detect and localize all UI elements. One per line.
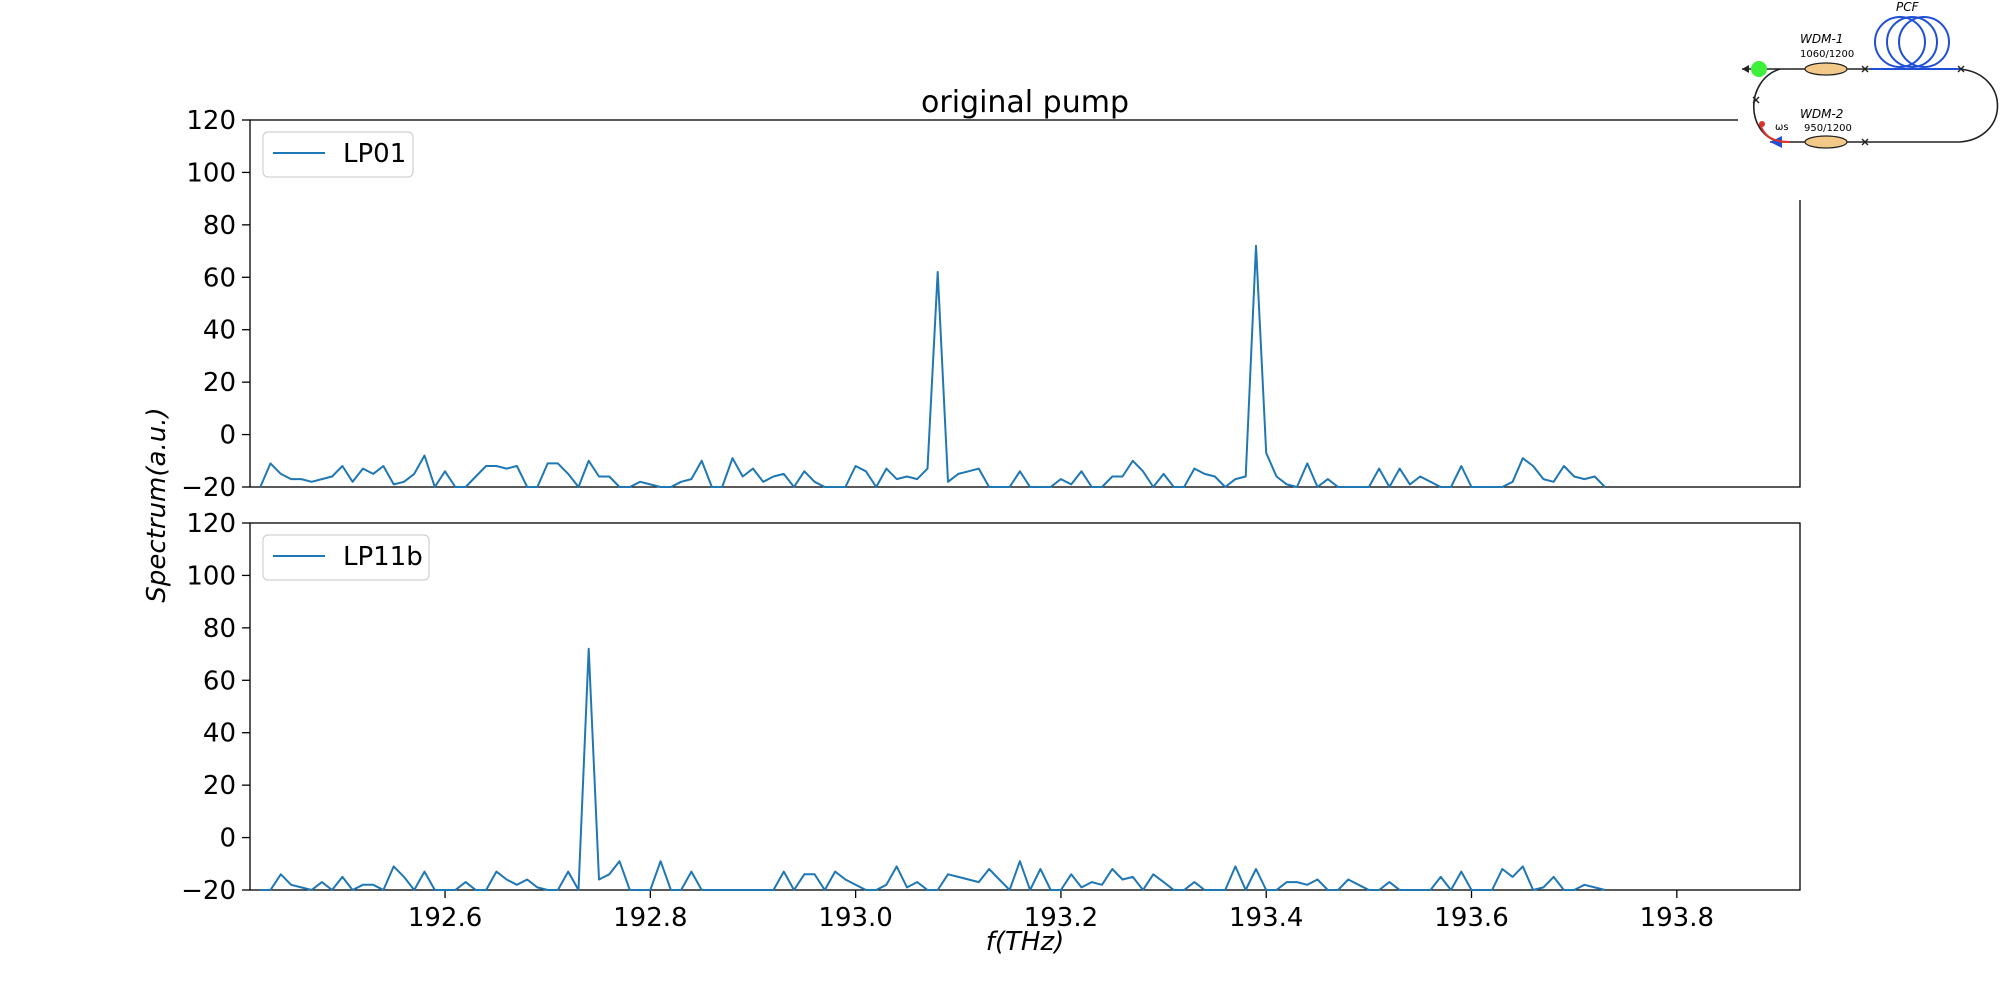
- pcf-label: PCF: [1896, 0, 1920, 14]
- y-tick-label: 60: [203, 263, 236, 293]
- panel-lp11b-frame: [249, 522, 1801, 891]
- y-tick-label: −20: [181, 473, 236, 503]
- y-tick-label: 80: [203, 614, 236, 644]
- x-tick-label: 193.0: [818, 903, 892, 933]
- legend-lp01-box: [262, 131, 414, 178]
- wdm2-sublabel: 950/1200: [1804, 123, 1852, 134]
- series-line-lp01: [259, 244, 1606, 488]
- wdm1-coupler-icon: [1804, 62, 1848, 76]
- inset-background: [1738, 0, 2000, 200]
- y-axis-title: Spectrum(a.u.): [142, 407, 172, 602]
- panel-lp11b-y-ticks: −20 0 20 40 60 80 100 120: [181, 509, 250, 906]
- omega-label: ωs: [1775, 122, 1789, 133]
- legend-lp01-label: LP01: [343, 139, 406, 169]
- series-line-lp11b: [260, 647, 1606, 891]
- y-tick-label: −20: [181, 876, 236, 906]
- x-tick-label: 192.6: [408, 903, 482, 933]
- panel-lp01-y-ticks: −20 0 20 40 60 80 100 120: [181, 106, 250, 503]
- setup-schematic-inset: PCF WDM-1 1060/1200 WDM-2 950/1200 ωs: [1738, 0, 2000, 200]
- y-tick-label: 60: [203, 666, 236, 696]
- pcf-coil-icon: [1874, 16, 1950, 68]
- x-tick-label: 193.8: [1640, 903, 1714, 933]
- legend-lp11b-label: LP11b: [343, 542, 423, 572]
- y-tick-label: 120: [186, 509, 236, 539]
- legend-lp11b: LP11b: [262, 534, 430, 581]
- y-tick-label: 100: [186, 158, 236, 188]
- x-axis-title: f(THz): [986, 927, 1065, 957]
- signal-dot-icon: [1759, 121, 1765, 127]
- input-arrow-icon: [1742, 65, 1749, 73]
- y-tick-label: 0: [219, 421, 236, 451]
- y-tick-label: 100: [186, 561, 236, 591]
- panel-lp11b-x-ticks: 192.6 192.8 193.0 193.2 193.4 193.6 193.8: [408, 890, 1714, 933]
- wdm1-label: WDM-1: [1800, 32, 1843, 46]
- x-tick-label: 193.4: [1229, 903, 1303, 933]
- y-tick-label: 80: [203, 211, 236, 241]
- x-tick-label: 193.6: [1434, 903, 1508, 933]
- panel-lp01: −20 0 20 40 60 80 100 120 LP01: [181, 106, 1801, 503]
- x-tick-label: 193.2: [1024, 903, 1098, 933]
- x-tick-label: 192.8: [613, 903, 687, 933]
- y-tick-label: 20: [203, 771, 236, 801]
- wdm2-coupler-icon: [1804, 135, 1848, 149]
- chart-title: original pump: [921, 85, 1129, 120]
- wdm2-label: WDM-2: [1800, 107, 1843, 121]
- y-tick-label: 120: [186, 106, 236, 136]
- y-tick-label: 40: [203, 316, 236, 346]
- legend-lp11b-box: [262, 534, 430, 581]
- output-arrow-icon: [1770, 136, 1782, 148]
- legend-lp01: LP01: [262, 131, 414, 178]
- y-tick-label: 40: [203, 719, 236, 749]
- panel-lp01-frame: [249, 119, 1801, 488]
- y-tick-label: 0: [219, 824, 236, 854]
- y-tick-label: 20: [203, 368, 236, 398]
- wdm1-sublabel: 1060/1200: [1800, 49, 1854, 60]
- splice-markers: [1752, 65, 1965, 146]
- pump-source-icon: [1751, 61, 1767, 77]
